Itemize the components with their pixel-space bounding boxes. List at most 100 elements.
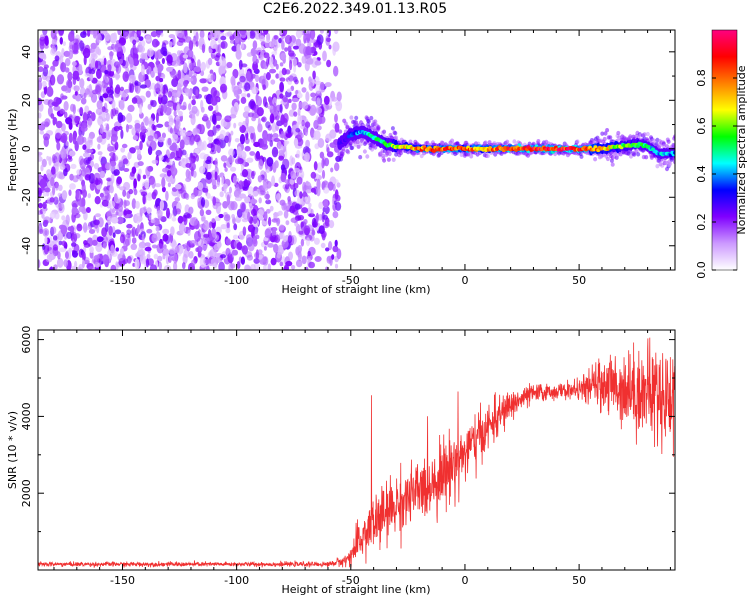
spectrogram-noise-cell: [133, 178, 138, 189]
spectrogram-noise-cell: [232, 68, 239, 79]
spectrogram-noise-cell: [82, 251, 86, 262]
spectrogram-noise-cell: [306, 57, 314, 65]
spectrogram-noise-cell: [82, 144, 87, 150]
spectrogram-noise-cell: [183, 249, 190, 258]
spectrogram-noise-cell: [123, 199, 127, 209]
spectrogram-noise-cell: [267, 96, 272, 103]
spectrogram-noise-cell: [117, 112, 124, 124]
spectrogram-noise-cell: [216, 145, 221, 154]
spectrogram-noise-cell: [267, 263, 272, 270]
spectrogram-noise-cell: [247, 211, 251, 222]
x-tick-label: 50: [572, 274, 586, 287]
y-tick-label: 2000: [20, 479, 33, 507]
spectrogram-noise-cell: [181, 149, 187, 156]
spectrogram-noise-cell: [111, 99, 116, 110]
spectrogram-noise-cell: [227, 200, 235, 211]
spectrogram-noise-cell: [166, 54, 173, 64]
spectrogram-noise-cell: [191, 216, 199, 226]
spectrogram-noise-cell: [199, 223, 206, 229]
spectrogram-noise-cell: [208, 34, 213, 39]
spectrogram-noise-cell: [54, 152, 61, 163]
spectrogram-noise-cell: [115, 73, 121, 79]
spectrogram-noise-cell: [284, 69, 291, 75]
spectrogram-noise-cell: [82, 47, 91, 59]
spectrogram-noise-cell: [43, 219, 49, 224]
spectrogram-noise-cell: [252, 40, 258, 50]
spectrogram-noise-cell: [154, 183, 161, 188]
spectrogram-noise-cell: [187, 229, 191, 236]
spectrogram-noise-cell: [291, 157, 296, 165]
spectrogram-noise-cell: [263, 52, 270, 59]
spectrogram-noise-cell: [231, 214, 236, 219]
spectrogram-noise-cell: [305, 266, 309, 270]
spectrogram-noise-cell: [162, 73, 166, 79]
colorbar-tick-label: 0.8: [695, 69, 708, 87]
spectrogram-noise-cell: [135, 200, 140, 209]
spectrogram-noise-cell: [321, 169, 326, 179]
spectrogram-noise-cell: [131, 166, 137, 174]
spectrogram-noise-cell: [93, 163, 100, 170]
spectrogram-noise-cell: [129, 57, 134, 68]
spectrogram-noise-cell: [72, 38, 79, 45]
x-tick-label: -150: [110, 574, 135, 587]
spectrogram-noise-cell: [281, 202, 287, 211]
spectrogram-noise-cell: [297, 107, 301, 116]
spectrogram-halo-cell: [381, 153, 386, 159]
spectrogram-noise-cell: [244, 196, 251, 204]
spectrogram-halo-cell: [632, 152, 637, 157]
spectrogram-noise-cell: [265, 72, 271, 81]
spectrogram-noise-cell: [72, 42, 79, 54]
spectrogram-noise-cell: [133, 32, 137, 42]
spectrogram-noise-cell: [190, 240, 197, 245]
spectrogram-noise-cell: [297, 114, 303, 125]
spectrogram-noise-cell: [87, 135, 93, 143]
spectrogram-noise-cell: [141, 233, 145, 243]
spectrogram-noise-cell: [271, 146, 279, 158]
spectrogram-noise-cell: [168, 41, 173, 48]
spectrogram-noise-cell: [92, 255, 100, 265]
spectrogram-noise-cell: [154, 83, 161, 92]
spectrogram-noise-cell: [249, 151, 256, 156]
spectrogram-noise-cell: [182, 262, 186, 270]
spectrogram-noise-cell: [216, 140, 221, 146]
spectrogram-noise-cell: [118, 159, 123, 168]
spectrogram-noise-cell: [155, 225, 160, 232]
spectrogram-noise-cell: [144, 116, 149, 126]
spectrogram-noise-cell: [69, 183, 76, 190]
spectrogram-noise-cell: [112, 232, 116, 239]
spectrogram-noise-cell: [41, 158, 47, 168]
spectrogram-noise-cell: [64, 58, 71, 67]
spectrogram-noise-cell: [258, 76, 262, 84]
spectrogram-noise-cell: [188, 206, 194, 215]
spectrogram-noise-cell: [88, 173, 96, 184]
spectrogram-noise-cell: [55, 182, 59, 191]
spectrogram-noise-cell: [71, 206, 77, 216]
spectrogram-noise-cell: [288, 75, 294, 82]
spectrogram-noise-cell: [57, 192, 62, 198]
spectrogram-noise-cell: [220, 35, 227, 41]
spectrogram-noise-cell: [167, 91, 173, 98]
spectrogram-noise-cell: [174, 197, 180, 202]
spectrogram-noise-cell: [263, 211, 268, 222]
spectrogram-noise-cell: [96, 100, 103, 110]
spectrogram-noise-cell: [251, 116, 256, 122]
spectrogram-noise-cell: [173, 92, 178, 103]
spectrogram-noise-cell: [84, 105, 90, 113]
spectrogram-noise-cell: [65, 214, 70, 225]
spectrogram-noise-layer: [38, 30, 343, 270]
spectrogram-noise-cell: [165, 190, 169, 201]
x-tick-label: -100: [224, 574, 249, 587]
spectrogram-noise-cell: [96, 136, 103, 143]
spectrogram-noise-cell: [206, 192, 211, 199]
spectrogram-noise-cell: [244, 145, 251, 152]
spectrogram-noise-cell: [129, 83, 134, 93]
spectrogram-noise-cell: [323, 187, 330, 194]
spectrogram-noise-cell: [42, 201, 47, 209]
spectrogram-noise-cell: [53, 117, 58, 125]
spectrogram-noise-cell: [54, 162, 62, 167]
spectrogram-noise-cell: [132, 39, 137, 45]
spectrogram-noise-cell: [126, 229, 132, 235]
spectrogram-noise-cell: [183, 62, 188, 74]
spectrogram-noise-cell: [220, 40, 228, 49]
snr-ticks: -150 -100 -50 0 50 2000 4000 6000: [20, 326, 675, 587]
